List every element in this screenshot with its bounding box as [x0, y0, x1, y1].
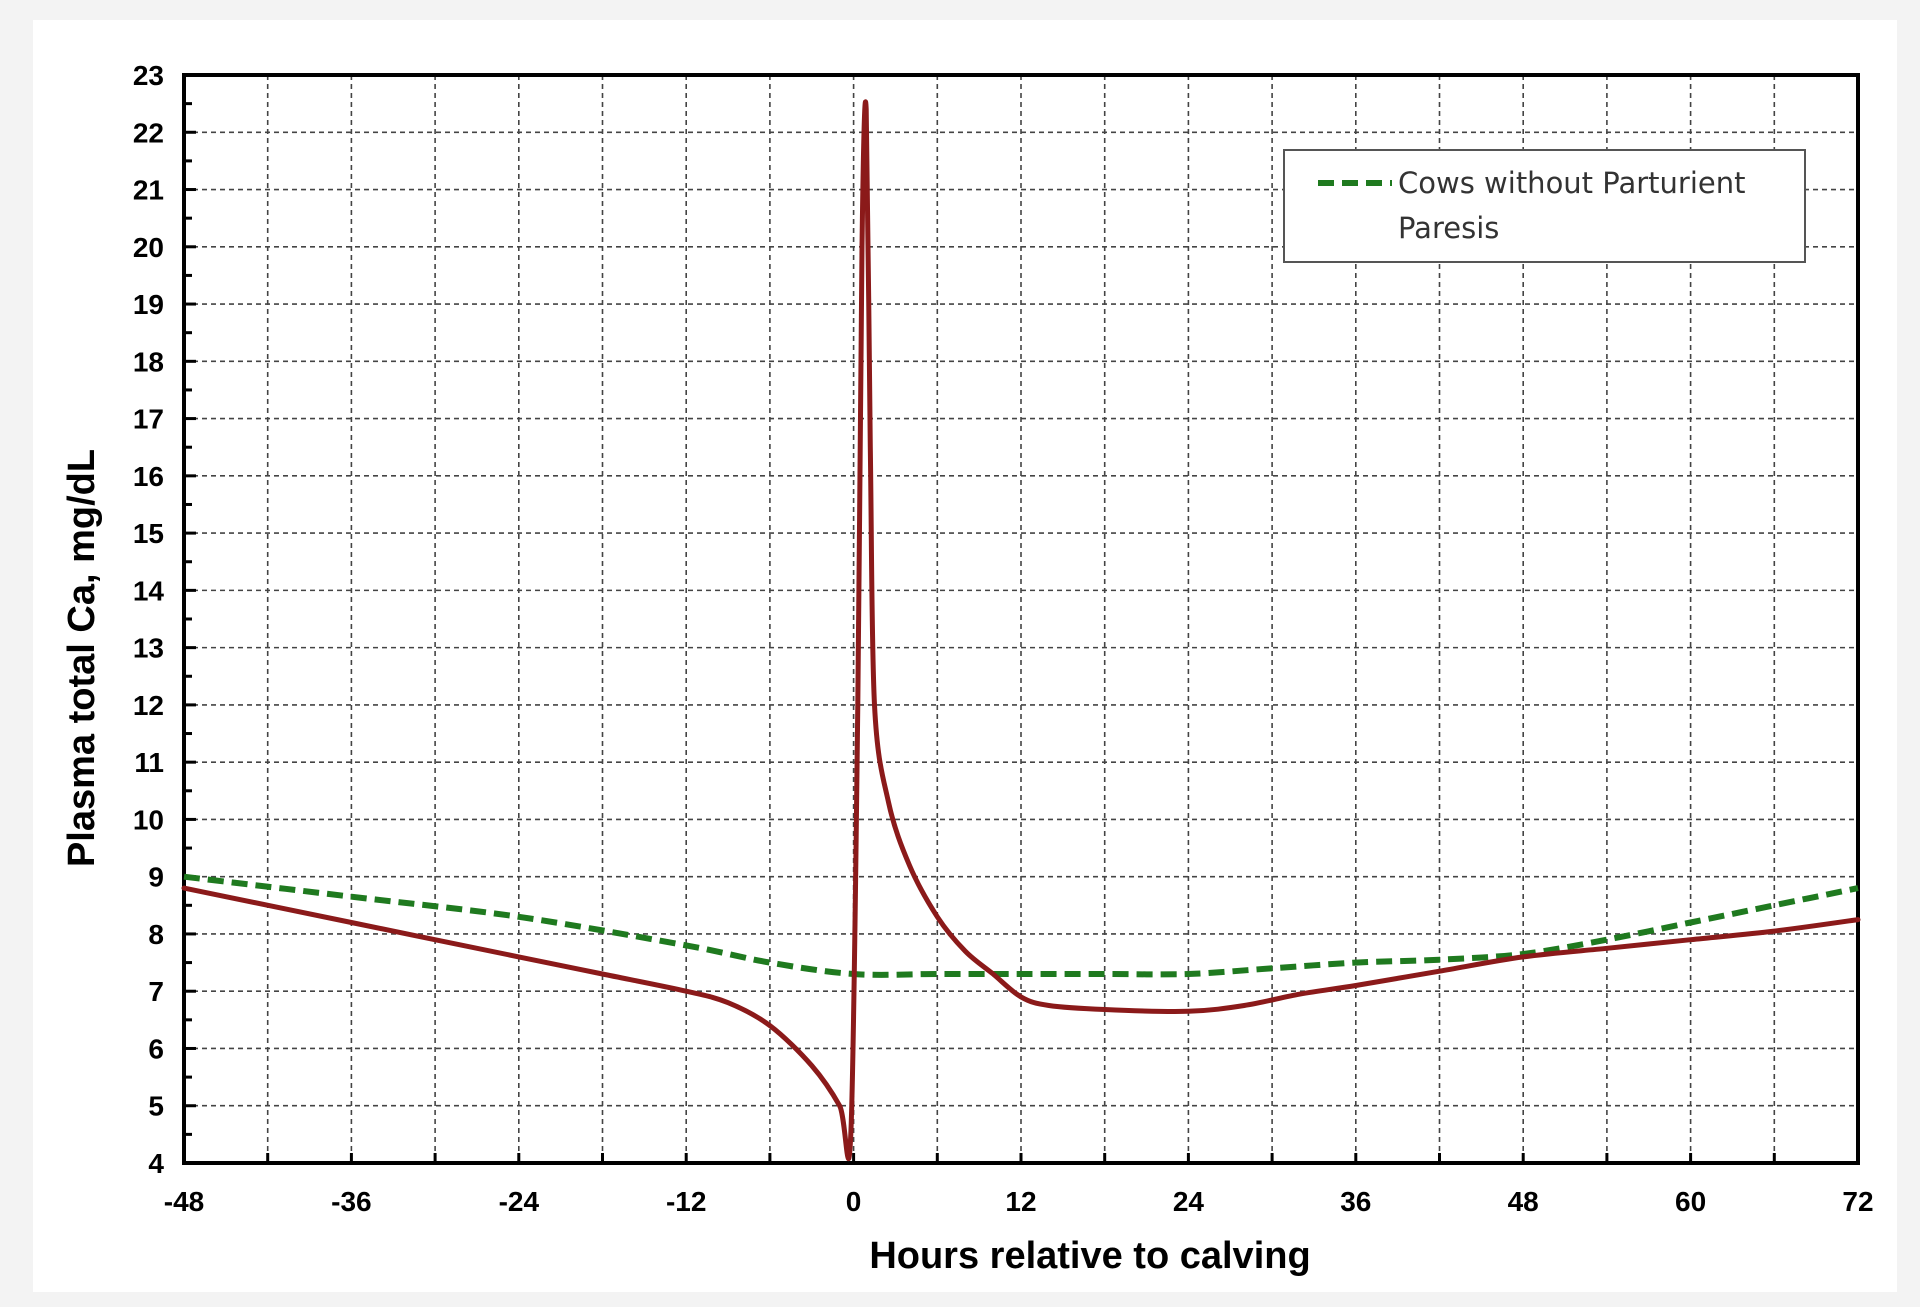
y-axis-title: Plasma total Ca, mg/dL	[61, 449, 103, 867]
x-tick-labels: -48 -36 -24 -12 0 12 24 36 48 60 72	[164, 1186, 1874, 1217]
x-tick-label: -24	[499, 1186, 540, 1217]
legend: Cows without Parturient Paresis	[1283, 149, 1806, 263]
x-tick-label: 72	[1842, 1186, 1873, 1217]
x-tick-label: 60	[1675, 1186, 1706, 1217]
y-tick-label: 4	[148, 1148, 164, 1179]
y-tick-label: 13	[133, 633, 164, 664]
y-tick-label: 19	[133, 289, 164, 320]
x-tick-label: -36	[331, 1186, 371, 1217]
series-line-0	[183, 873, 1859, 978]
series-line-1	[181, 99, 1861, 1161]
y-tick-label: 10	[133, 804, 164, 835]
x-tick-label: -48	[164, 1186, 204, 1217]
y-tick-label: 8	[148, 919, 164, 950]
y-tick-label: 21	[133, 175, 164, 206]
legend-label-line2: Paresis	[1398, 211, 1499, 245]
y-tick-label: 18	[133, 346, 164, 377]
plot-frame	[182, 73, 1860, 1165]
x-tick-label: 24	[1173, 1186, 1205, 1217]
y-tick-label: 11	[134, 747, 164, 778]
x-axis-title: Hours relative to calving	[869, 1235, 1310, 1277]
legend-label-line1: Cows without Parturient	[1398, 166, 1745, 200]
series-layer	[181, 99, 1861, 1161]
y-tick-label: 23	[133, 60, 164, 91]
y-tick-label: 14	[133, 575, 165, 606]
x-tick-label: -12	[666, 1186, 706, 1217]
y-tick-label: 6	[148, 1033, 164, 1064]
y-tick-label: 16	[133, 461, 164, 492]
y-tick-label: 20	[133, 232, 164, 263]
y-tick-label: 17	[133, 404, 164, 435]
y-tick-labels: 4 5 6 7 8 9 10 11 12 13 14 15 16 17 18 19 20 21 22 23	[133, 60, 165, 1179]
x-tick-label: 48	[1508, 1186, 1539, 1217]
y-tick-label: 22	[133, 117, 164, 148]
y-tick-label: 12	[133, 690, 164, 721]
y-tick-label: 15	[133, 518, 164, 549]
legend-box	[1283, 149, 1806, 263]
y-tick-label: 9	[148, 862, 164, 893]
x-tick-label: 36	[1340, 1186, 1371, 1217]
x-tick-label: 12	[1005, 1186, 1036, 1217]
y-tick-label: 5	[148, 1091, 164, 1122]
y-tick-label: 7	[148, 976, 164, 1007]
x-tick-label: 0	[846, 1186, 862, 1217]
